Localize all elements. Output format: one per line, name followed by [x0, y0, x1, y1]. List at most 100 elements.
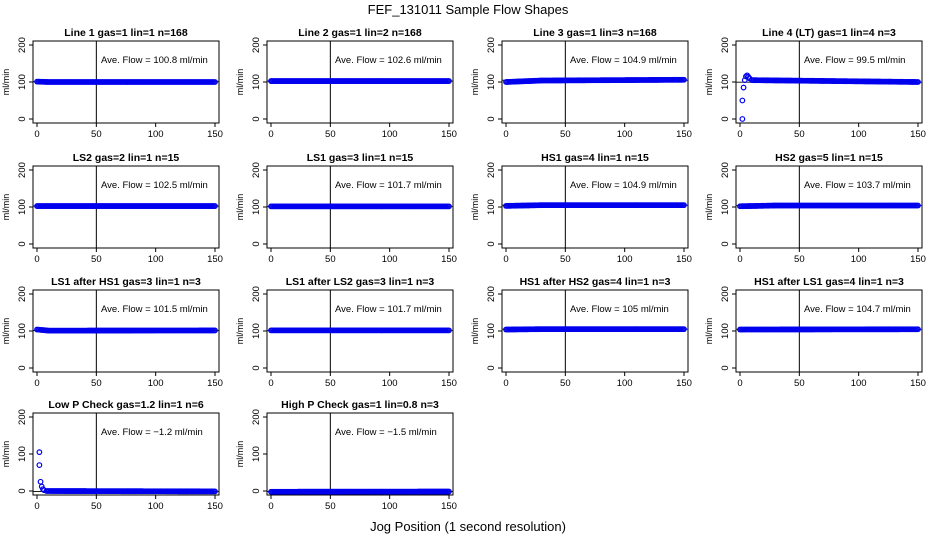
- y-tick-label: 200: [17, 286, 28, 302]
- average-flow-annotation: Ave. Flow = −1.5 ml/min: [335, 427, 437, 438]
- x-tick-label: 150: [910, 129, 926, 140]
- data-point: [681, 76, 687, 83]
- x-tick-label: 0: [503, 254, 508, 265]
- data-point: [212, 79, 218, 85]
- y-tick-label: 100: [251, 74, 262, 90]
- y-tick-label: 0: [251, 488, 262, 493]
- y-axis-title: ml/min: [235, 69, 245, 96]
- x-tick-label: 0: [503, 378, 508, 389]
- y-axis-title: ml/min: [1, 194, 11, 221]
- y-tick-label: 200: [720, 37, 731, 53]
- x-tick-label: 50: [325, 254, 336, 265]
- y-tick-label: 100: [251, 199, 262, 215]
- x-tick-label: 0: [503, 129, 508, 140]
- y-tick-label: 200: [720, 162, 731, 178]
- y-tick-label: 100: [486, 74, 497, 90]
- y-axis-title: ml/min: [235, 441, 245, 468]
- data-point: [37, 478, 44, 485]
- y-tick-label: 0: [251, 241, 262, 246]
- x-tick-label: 150: [676, 378, 692, 389]
- x-tick-label: 100: [148, 501, 164, 512]
- x-tick-label: 0: [268, 254, 273, 265]
- average-flow-annotation: Ave. Flow = 102.5 ml/min: [101, 180, 208, 191]
- x-tick-label: 150: [676, 129, 692, 140]
- data-point: [740, 84, 747, 91]
- average-flow-annotation: Ave. Flow = 102.6 ml/min: [335, 55, 442, 66]
- x-tick-label: 150: [207, 378, 223, 389]
- data-point: [681, 326, 687, 333]
- x-tick-label: 0: [34, 254, 39, 265]
- y-tick-label: 0: [251, 365, 262, 370]
- panel-3: Line 3 gas=1 lin=3 n=168 0 50 100 150 0 100 200…: [470, 27, 692, 140]
- panel-title: Line 4 (LT) gas=1 lin=4 n=3: [762, 27, 896, 39]
- x-tick-label: 50: [91, 378, 102, 389]
- data-point: [212, 203, 218, 209]
- x-tick-label: 100: [148, 254, 164, 265]
- x-tick-label: 150: [676, 254, 692, 265]
- y-tick-label: 200: [486, 286, 497, 302]
- y-tick-label: 0: [17, 116, 28, 121]
- panel-title: HS1 after LS1 gas=4 lin=1 n=3: [754, 276, 904, 288]
- y-tick-label: 0: [486, 241, 497, 246]
- average-flow-annotation: Ave. Flow = 103.7 ml/min: [804, 180, 911, 191]
- x-tick-label: 150: [207, 254, 223, 265]
- y-tick-label: 200: [17, 37, 28, 53]
- panel-14: High P Check gas=1 lin=0.8 n=3 0 50 100 150 0…: [235, 399, 457, 512]
- x-tick-label: 100: [617, 378, 633, 389]
- x-tick-label: 50: [91, 254, 102, 265]
- y-tick-label: 100: [251, 446, 262, 462]
- panel-8: HS2 gas=5 lin=1 n=15 0 50 100 150 0 100 200 ml/m…: [704, 152, 926, 265]
- panel-10: LS1 after LS2 gas=3 lin=1 n=3 0 50 100 150 0 1…: [235, 276, 457, 389]
- y-tick-label: 200: [486, 37, 497, 53]
- page-title: FEF_131011 Sample Flow Shapes: [367, 2, 569, 17]
- y-tick-label: 0: [251, 116, 262, 121]
- x-tick-label: 0: [737, 254, 742, 265]
- average-flow-annotation: Ave. Flow = 100.8 ml/min: [101, 55, 208, 66]
- x-tick-label: 0: [34, 501, 39, 512]
- data-point: [36, 449, 43, 456]
- y-tick-label: 200: [17, 409, 28, 425]
- panel-title: LS2 gas=2 lin=1 n=15: [73, 152, 180, 164]
- y-tick-label: 100: [17, 74, 28, 90]
- x-tick-label: 0: [268, 378, 273, 389]
- data-point: [915, 79, 921, 85]
- x-tick-label: 100: [148, 378, 164, 389]
- average-flow-annotation: Ave. Flow = 101.7 ml/min: [335, 304, 442, 315]
- x-tick-label: 50: [560, 129, 571, 140]
- panel-title: LS1 after HS1 gas=3 lin=1 n=3: [51, 276, 201, 288]
- x-tick-label: 100: [148, 129, 164, 140]
- x-tick-label: 0: [268, 129, 273, 140]
- data-point: [915, 326, 921, 333]
- data-point: [681, 202, 687, 209]
- y-axis-title: ml/min: [704, 194, 714, 221]
- panel-12: HS1 after LS1 gas=4 lin=1 n=3 0 50 100 150 0 1…: [704, 276, 926, 389]
- average-flow-annotation: Ave. Flow = 104.9 ml/min: [570, 180, 677, 191]
- average-flow-annotation: Ave. Flow = 101.5 ml/min: [101, 304, 208, 315]
- x-tick-label: 150: [441, 254, 457, 265]
- y-axis-title: ml/min: [1, 69, 11, 96]
- x-tick-label: 150: [207, 129, 223, 140]
- y-axis-title: ml/min: [704, 69, 714, 96]
- x-tick-label: 100: [617, 129, 633, 140]
- x-tick-label: 150: [910, 254, 926, 265]
- panel-title: Low P Check gas=1.2 lin=1 n=6: [48, 399, 203, 411]
- x-tick-label: 100: [851, 129, 867, 140]
- y-tick-label: 0: [17, 365, 28, 370]
- x-tick-label: 50: [794, 378, 805, 389]
- panel-title: LS1 gas=3 lin=1 n=15: [307, 152, 414, 164]
- x-tick-label: 150: [441, 129, 457, 140]
- y-tick-label: 200: [251, 409, 262, 425]
- average-flow-annotation: Ave. Flow = 105 ml/min: [570, 304, 669, 315]
- data-point: [446, 78, 452, 84]
- y-tick-label: 0: [17, 488, 28, 493]
- y-tick-label: 0: [486, 365, 497, 370]
- data-point: [41, 487, 48, 494]
- y-tick-label: 200: [486, 162, 497, 178]
- y-tick-label: 100: [486, 323, 497, 339]
- y-tick-label: 100: [720, 74, 731, 90]
- panel-title: HS1 gas=4 lin=1 n=15: [541, 152, 649, 164]
- x-tick-label: 0: [737, 129, 742, 140]
- data-point: [446, 327, 452, 334]
- x-tick-label: 100: [617, 254, 633, 265]
- x-tick-label: 50: [325, 378, 336, 389]
